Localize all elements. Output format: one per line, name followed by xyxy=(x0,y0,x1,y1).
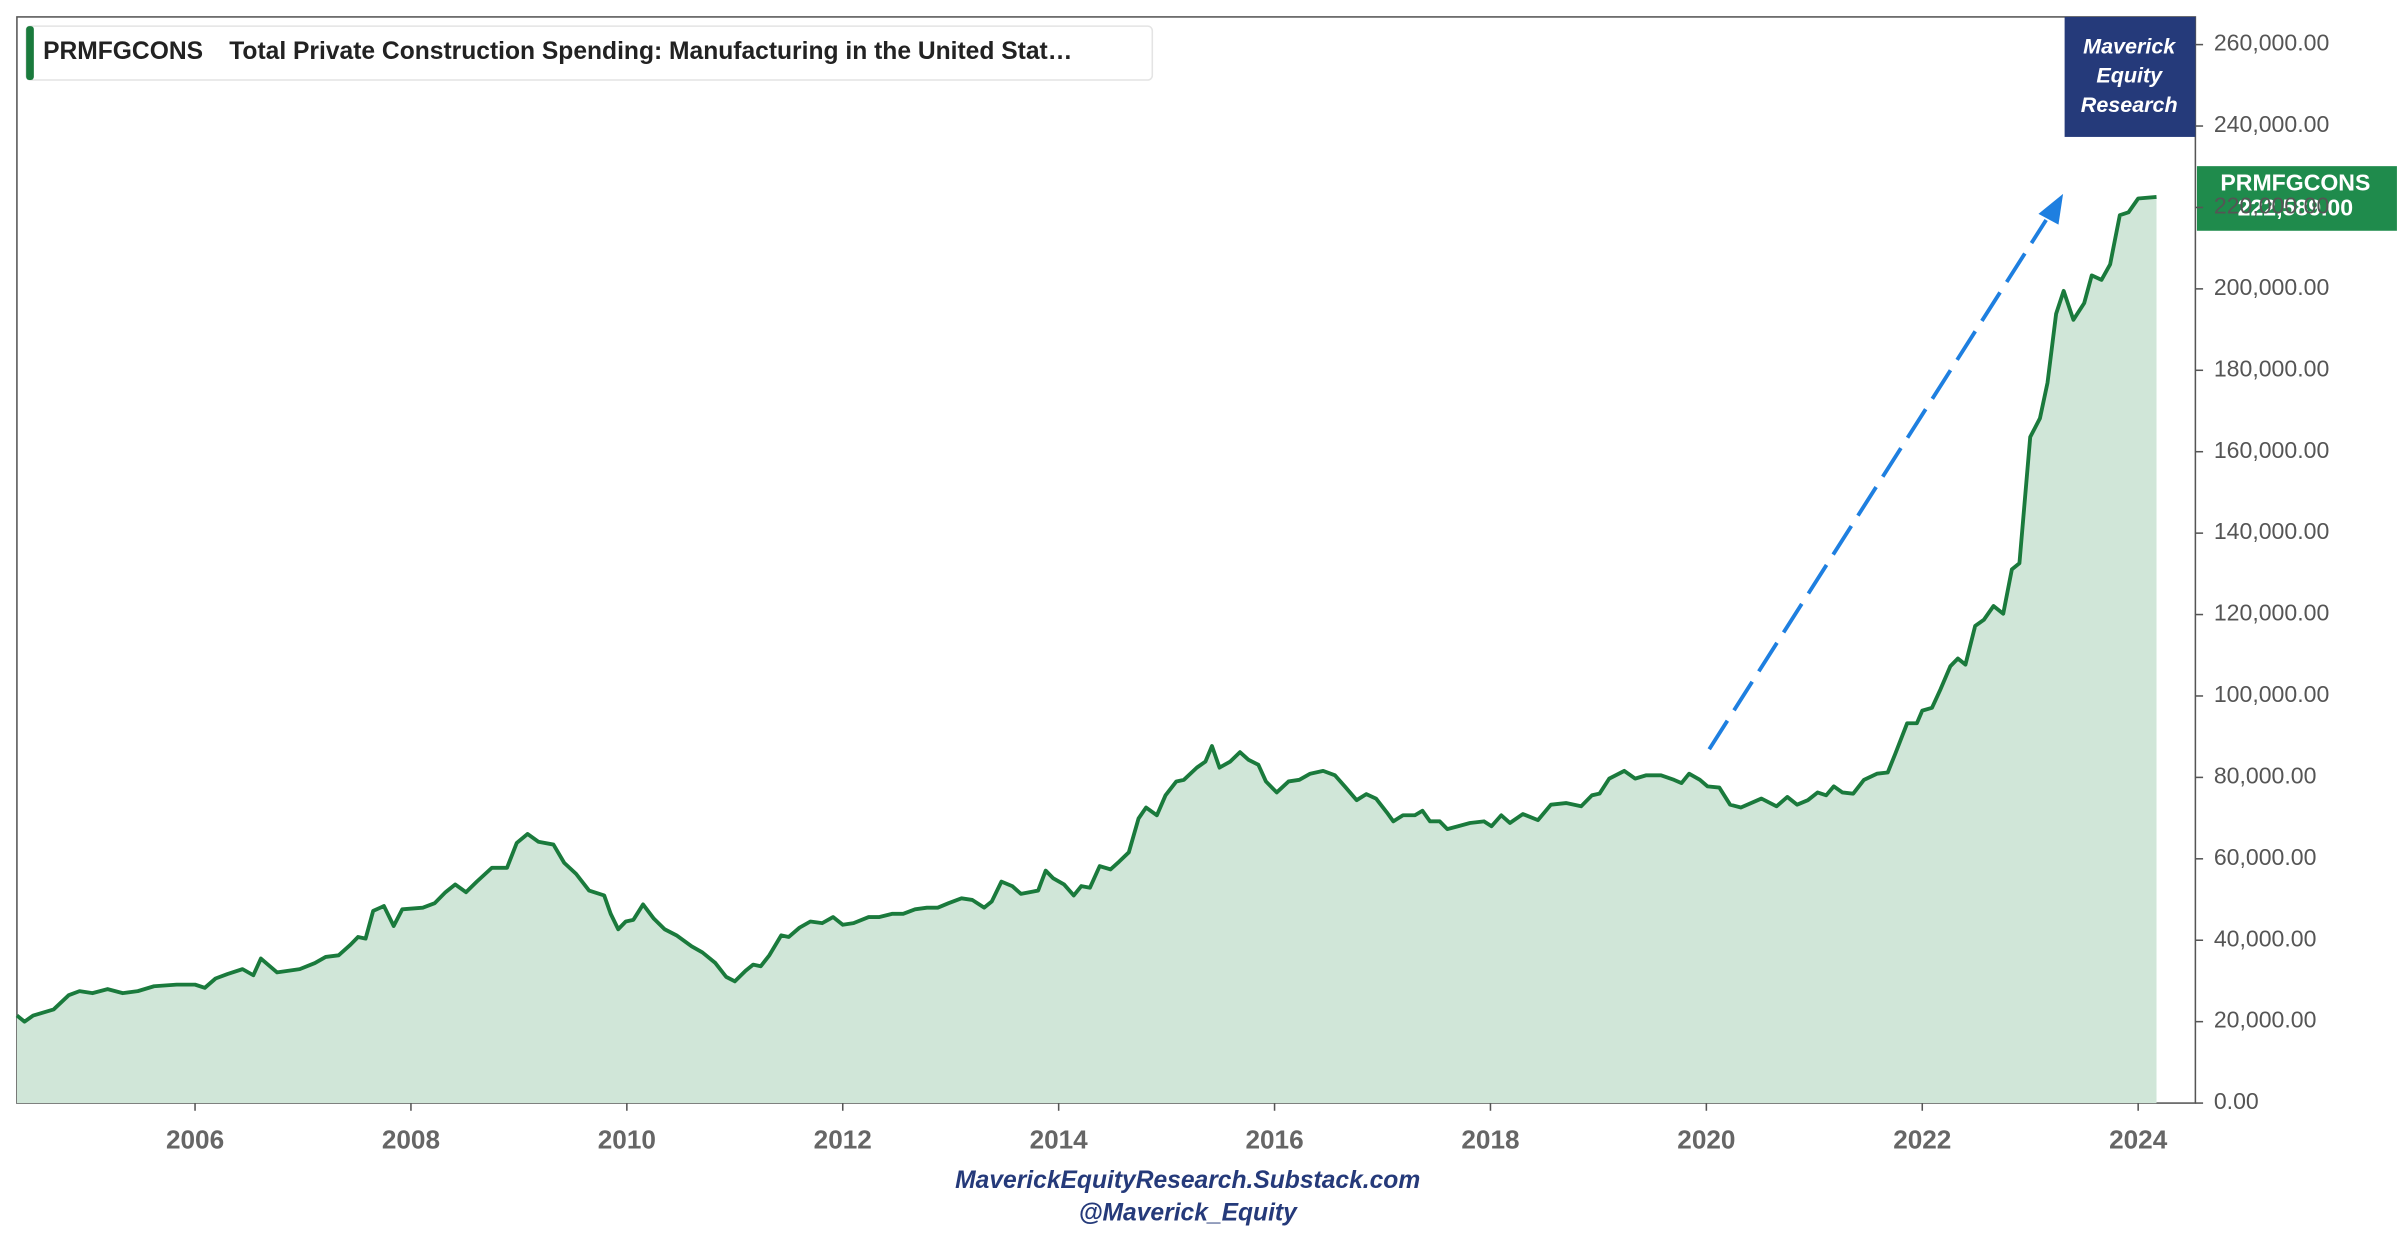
footer-site: MaverickEquityResearch.Substack.com xyxy=(955,1167,1420,1194)
x-tick-label: 2008 xyxy=(382,1124,440,1154)
badge-symbol: PRMFGCONS xyxy=(2220,170,2370,196)
legend-swatch xyxy=(26,26,34,80)
plot-area xyxy=(15,194,2157,1104)
arrow-line xyxy=(1707,218,2048,751)
last-value-badge xyxy=(2196,166,2397,231)
x-tick-label: 2024 xyxy=(2109,1124,2168,1154)
x-tick-label: 2014 xyxy=(1030,1124,1089,1154)
watermark-line: Maverick xyxy=(2083,34,2176,58)
y-tick-label: 160,000.00 xyxy=(2214,437,2329,463)
y-tick-label: 20,000.00 xyxy=(2214,1007,2317,1033)
y-tick-label: 100,000.00 xyxy=(2214,681,2329,707)
x-tick-label: 2006 xyxy=(166,1124,224,1154)
trend-arrow xyxy=(1707,193,2064,751)
x-tick-label: 2010 xyxy=(598,1124,656,1154)
y-tick-label: 140,000.00 xyxy=(2214,518,2329,544)
x-tick-label: 2022 xyxy=(1893,1124,1951,1154)
x-tick-label: 2012 xyxy=(814,1124,872,1154)
legend-title: Total Private Construction Spending: Man… xyxy=(229,38,1072,65)
badge-value: 222,589.00 xyxy=(2238,194,2353,220)
y-tick-label: 40,000.00 xyxy=(2214,925,2317,951)
y-tick-label: 180,000.00 xyxy=(2214,355,2329,381)
footer-handle: @Maverick_Equity xyxy=(1079,1199,1299,1226)
y-tick-label: 200,000.00 xyxy=(2214,274,2329,300)
y-tick-label: 60,000.00 xyxy=(2214,844,2317,870)
legend-symbol: PRMFGCONS xyxy=(43,38,203,65)
line xyxy=(15,194,2157,1024)
x-tick-label: 2018 xyxy=(1461,1124,1519,1154)
arrow-head xyxy=(2038,193,2064,225)
y-tick-label: 220,000.00 xyxy=(2214,193,2329,219)
y-tick-label: 260,000.00 xyxy=(2214,30,2329,56)
watermark-line: Research xyxy=(2081,93,2178,117)
x-tick-label: 2016 xyxy=(1245,1124,1303,1154)
y-tick-label: 240,000.00 xyxy=(2214,111,2329,137)
y-tick-label: 120,000.00 xyxy=(2214,600,2329,626)
y-tick-label: 80,000.00 xyxy=(2214,762,2317,788)
area xyxy=(16,196,2157,1104)
x-tick-label: 2020 xyxy=(1677,1124,1735,1154)
watermark-line: Equity xyxy=(2096,64,2163,88)
watermark-box xyxy=(2064,16,2196,137)
y-tick-label: 0.00 xyxy=(2214,1088,2259,1114)
